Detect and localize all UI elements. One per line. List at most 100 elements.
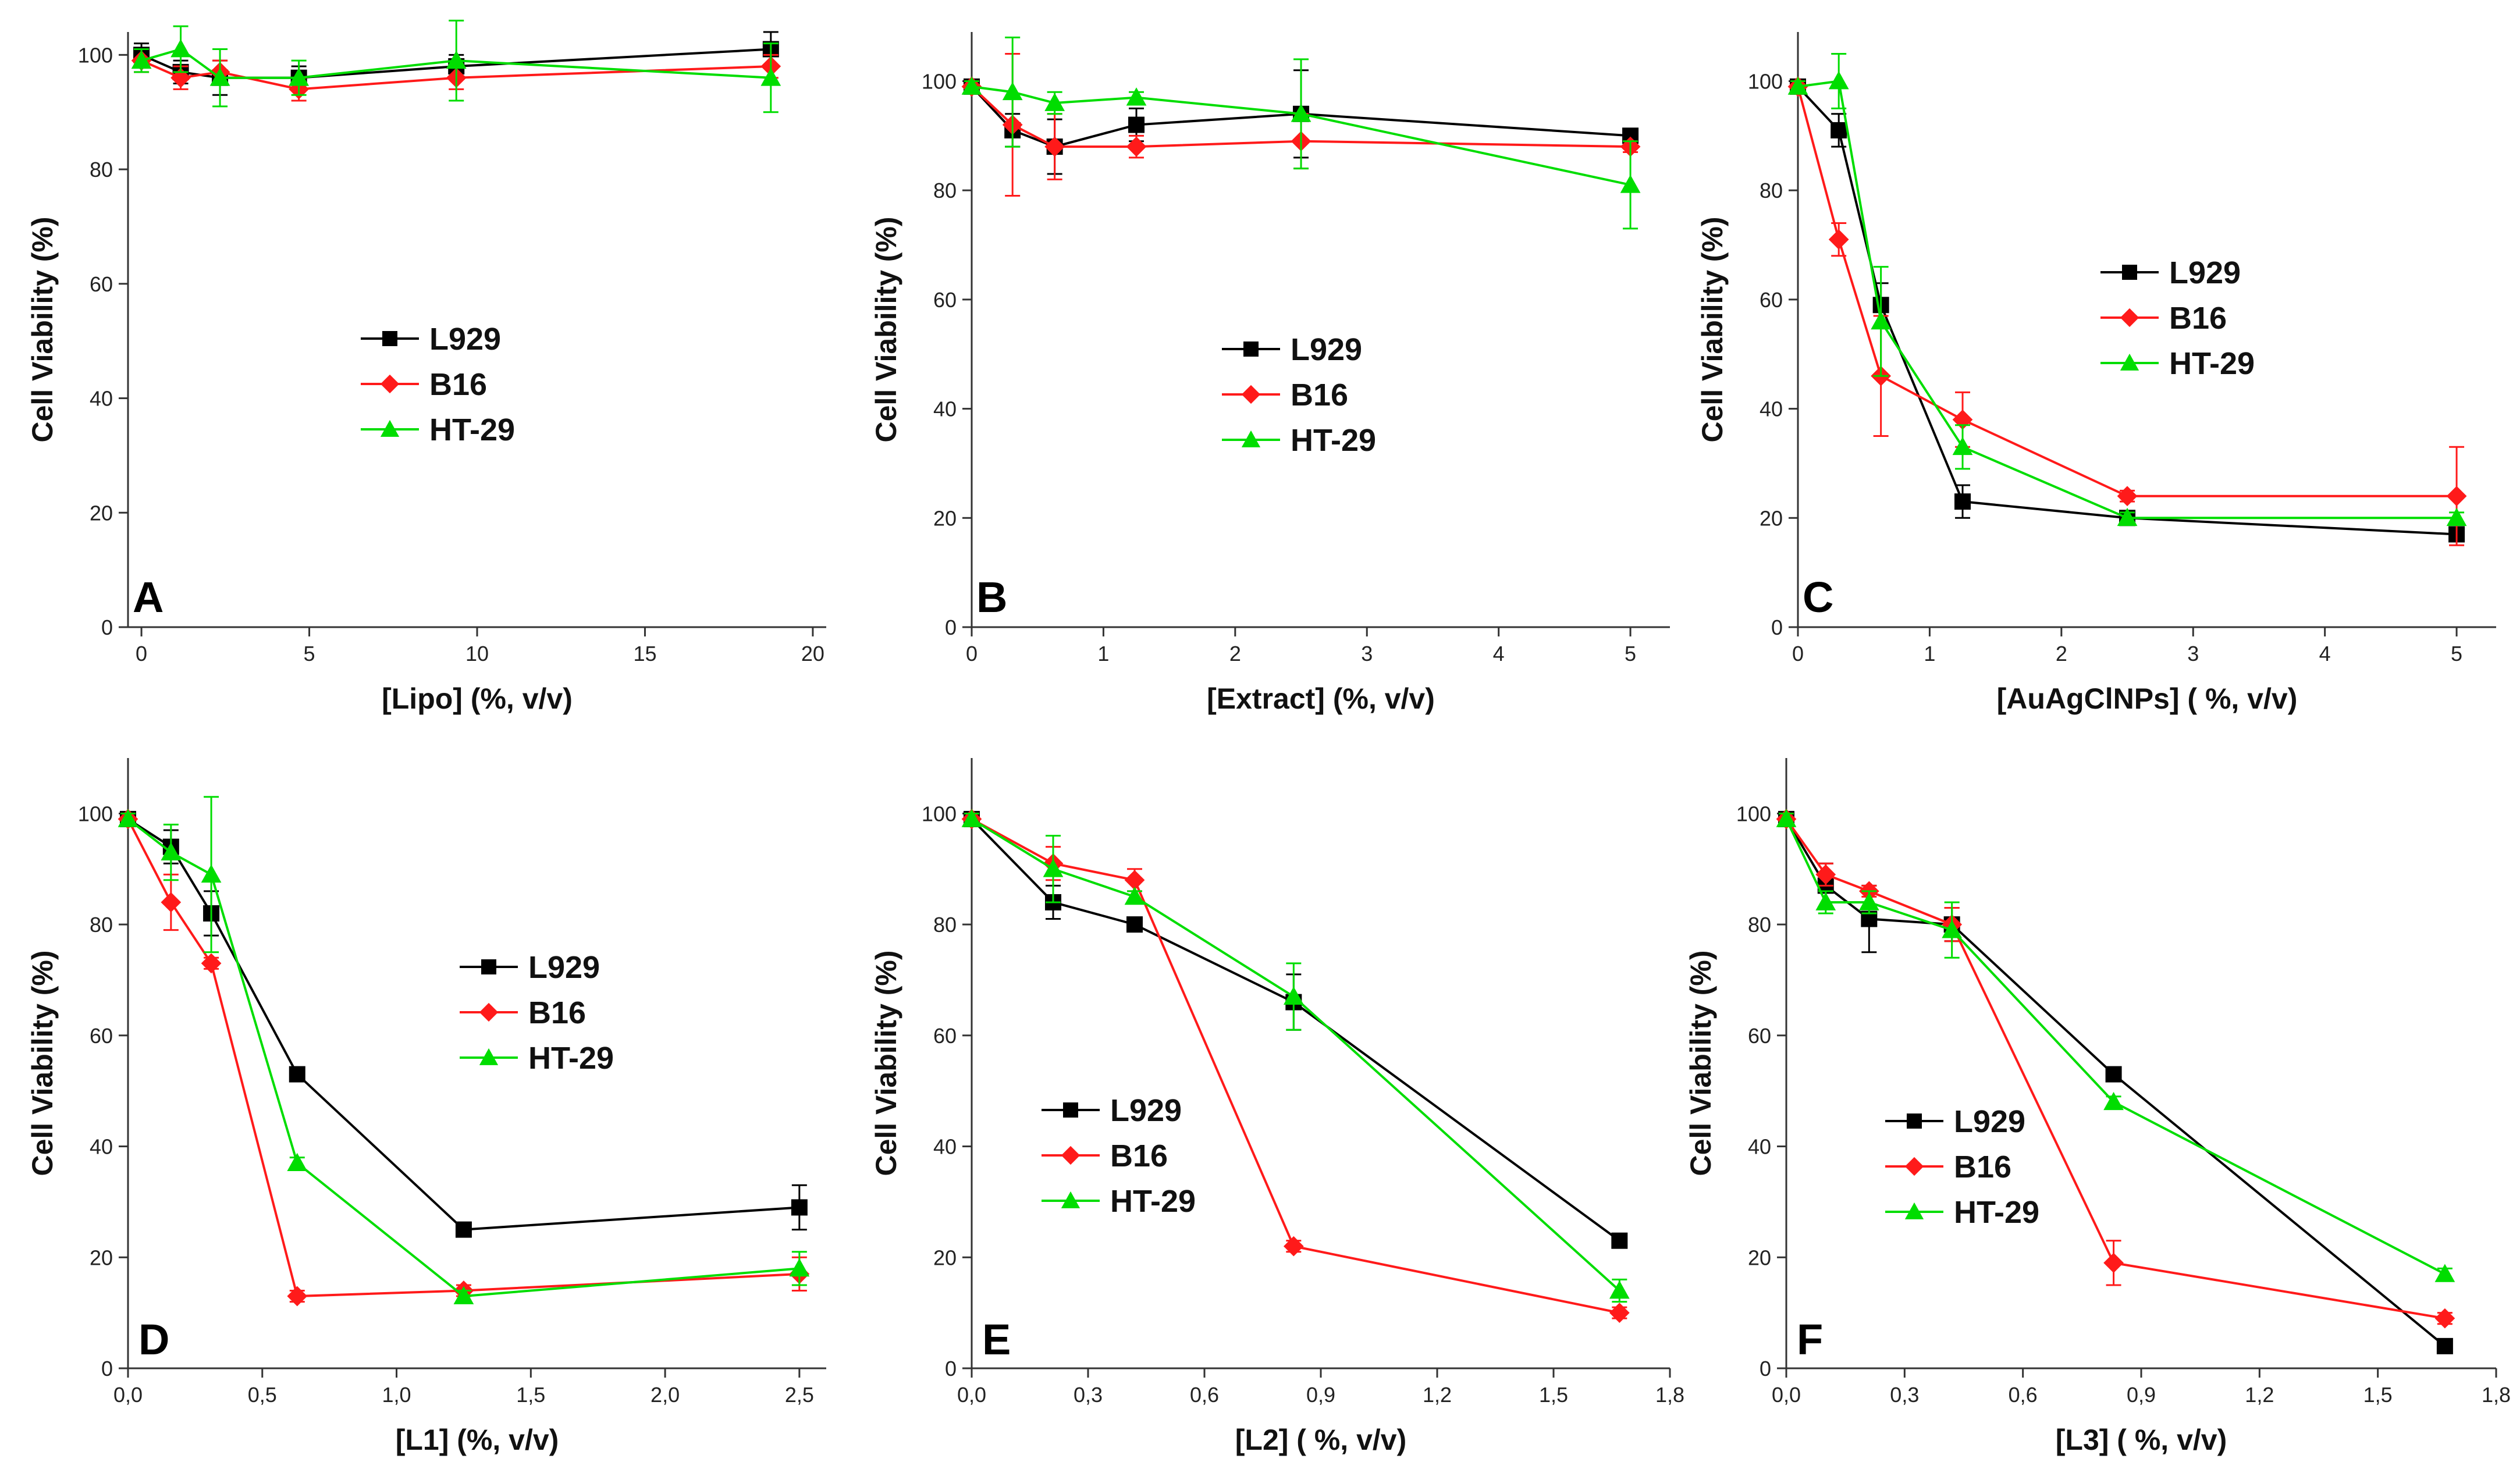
- panel-b-series-ht29-point: [1002, 81, 1023, 101]
- panel-f-series-ht29: [1776, 809, 2455, 1282]
- panel-c-series-ht29-line: [1797, 80, 2457, 520]
- panel-c-legend-entry-l929-marker: [2122, 265, 2137, 280]
- panel-c-series-ht29-point: [2117, 507, 2138, 526]
- panel-d-series-ht29-point: [453, 1286, 474, 1304]
- panel-b-legend-entry-l929-label: L929: [1291, 332, 1362, 367]
- panel-b-legend-entry-b16-marker: [1241, 385, 1261, 404]
- panel-d-series-l929: [120, 810, 808, 1238]
- panel-b-legend-entry-ht29-label: HT-29: [1291, 423, 1376, 458]
- panel-e-y-tick-label: 80: [933, 913, 957, 937]
- panel-f-legend-entry-ht29-label: HT-29: [1954, 1195, 2039, 1230]
- panel-d-legend-entry-l929-label: L929: [528, 950, 600, 985]
- panel-a-series-ht29-point: [131, 50, 152, 69]
- panel-d-legend-entry-l929-marker: [481, 959, 496, 974]
- panel-b-series-l929-point: [1128, 116, 1145, 133]
- panel-c-series-l929-point: [1831, 122, 1847, 138]
- panel-c-legend-entry-b16-label: B16: [2169, 301, 2227, 336]
- panel-b-x-tick-label: 3: [1361, 642, 1373, 666]
- panel-f-series-b16-point: [2434, 1308, 2455, 1329]
- panel-a-y-tick-label: 20: [90, 501, 113, 525]
- panel-a-x-tick-label: 20: [801, 642, 824, 666]
- panel-d-y-tick-label: 40: [90, 1135, 113, 1159]
- panel-b-legend-entry-b16-label: B16: [1291, 378, 1348, 412]
- panel-a-y-tick-label: 40: [90, 387, 113, 411]
- panel-d-x-tick-label: 0,5: [248, 1383, 277, 1407]
- panel-b-x-tick-label: 0: [966, 642, 978, 666]
- panel-c-series-b16-point: [2117, 486, 2138, 507]
- panel-d-series-l929-point: [455, 1221, 472, 1238]
- panel-f-x-tick-label: 0,6: [2009, 1383, 2038, 1407]
- panel-f: 0,0 0,3 0,6 0,9 1,2 1,5 1,8 0 20 40 60 80 100 [L3] ( …: [1684, 758, 2511, 1456]
- panel-b-x-tick-label: 2: [1229, 642, 1241, 666]
- panel-c-legend: L929 B16 HT-29: [2100, 255, 2255, 381]
- panel-c-letter: C: [1803, 573, 1833, 621]
- panel-e-y-tick-label: 100: [922, 802, 957, 826]
- panel-f-legend-entry-l929-marker: [1907, 1113, 1922, 1129]
- panel-b-series-ht29-point: [1620, 175, 1641, 193]
- panel-e-y-tick-label: 0: [945, 1357, 957, 1381]
- panel-a-legend: L929 B16 HT-29: [361, 322, 515, 447]
- panel-b-series-b16-point: [1044, 136, 1065, 157]
- panel-b-y-tick-label: 20: [933, 506, 957, 530]
- panel-b-legend: L929 B16 HT-29: [1222, 332, 1376, 458]
- panel-b-x-axis-title: [Extract] (%, v/v): [1207, 682, 1435, 715]
- panel-d-series-ht29: [118, 796, 810, 1304]
- panel-f-y-tick-label: 20: [1748, 1246, 1771, 1269]
- panel-e-legend-entry-b16-label: B16: [1110, 1139, 1168, 1173]
- panel-f-series-b16-point: [1815, 864, 1836, 885]
- panel-d-series-l929-point: [791, 1199, 808, 1216]
- panel-d-x-tick-label: 1,5: [516, 1383, 545, 1407]
- panel-f-x-axis-title: [L3] ( %, v/v): [2056, 1424, 2227, 1456]
- panel-a-series-ht29-point: [289, 67, 310, 86]
- panel-b-y-tick-label: 80: [933, 179, 957, 202]
- panel-d-y-tick-label: 20: [90, 1246, 113, 1269]
- panel-b-series-ht29: [961, 36, 1641, 230]
- panel-d-y-tick-label: 60: [90, 1024, 113, 1048]
- panel-f-series-l929-point: [2436, 1337, 2453, 1354]
- panel-f-letter: F: [1797, 1315, 1823, 1364]
- panel-c-x-tick-label: 2: [2056, 642, 2067, 666]
- panel-b-series-b16-line: [971, 86, 1631, 148]
- panel-a-series-ht29-point: [446, 50, 467, 69]
- panel-f-series-ht29-point: [2103, 1091, 2124, 1111]
- panel-e-x-axis-title: [L2] ( %, v/v): [1235, 1424, 1406, 1456]
- panel-d-series-b16-point: [287, 1286, 308, 1307]
- panel-d-x-axis-title: [L1] (%, v/v): [396, 1424, 559, 1456]
- panel-d-series-b16-point: [201, 953, 222, 974]
- panel-a-legend-entry-b16-label: B16: [429, 367, 487, 402]
- panel-d-series-ht29-point: [161, 842, 182, 861]
- panel-f-series-l929: [1778, 810, 2453, 1354]
- panel-c-legend-entry-b16-marker: [2120, 308, 2139, 328]
- panel-d-series-l929-line: [127, 818, 799, 1231]
- panel-f-x-tick-label: 0,0: [1772, 1383, 1801, 1407]
- panel-c-x-tick-label: 4: [2319, 642, 2331, 666]
- panel-b-series-ht29-line: [971, 85, 1631, 186]
- panel-c-series-ht29-point: [2446, 507, 2467, 526]
- panel-e-x-tick-label: 1,5: [1539, 1383, 1568, 1407]
- panel-d-legend-entry-b16-marker: [479, 1002, 499, 1022]
- panel-c-x-axis-title: [AuAgClNPs] ( %, v/v): [1997, 682, 2298, 715]
- panel-e-x-tick-label: 1,2: [1423, 1383, 1452, 1407]
- panel-e-legend: L929 B16 HT-29: [1042, 1093, 1196, 1219]
- panel-c-legend-entry-ht29-label: HT-29: [2169, 346, 2255, 381]
- panel-e-x-tick-label: 0,9: [1306, 1383, 1335, 1407]
- panel-c-y-axis-title: Cell Viability (%): [1696, 216, 1729, 442]
- panel-e-series-ht29-point: [1124, 887, 1145, 905]
- panel-b-legend-entry-l929-marker: [1243, 341, 1259, 357]
- panel-f-series-ht29-line: [1785, 819, 2446, 1275]
- panel-d-series-l929-point: [289, 1066, 305, 1083]
- panel-e: 0,0 0,3 0,6 0,9 1,2 1,5 1,8 0 20 40 60 80 100 [L2] ( …: [870, 758, 1684, 1456]
- panel-b-series-ht29-point: [1044, 92, 1065, 111]
- panel-f-legend-entry-l929-label: L929: [1954, 1104, 2025, 1139]
- panel-a-legend-entry-b16-marker: [380, 374, 400, 394]
- panel-b-legend-entry-ht29-marker: [1241, 430, 1261, 447]
- panel-a-series-ht29-point: [209, 67, 230, 86]
- panel-e-legend-entry-b16-marker: [1061, 1145, 1080, 1165]
- panel-c-series-l929: [1790, 78, 2465, 543]
- panel-c-legend-entry-l929-label: L929: [2169, 255, 2241, 290]
- panel-f-x-tick-label: 0,3: [1890, 1383, 1919, 1407]
- panel-f-y-tick-label: 80: [1748, 913, 1771, 937]
- panel-f-x-tick-label: 1,8: [2482, 1383, 2511, 1407]
- panel-a-legend-entry-ht29-marker: [380, 419, 400, 437]
- panel-b-series-b16-point: [1126, 136, 1147, 157]
